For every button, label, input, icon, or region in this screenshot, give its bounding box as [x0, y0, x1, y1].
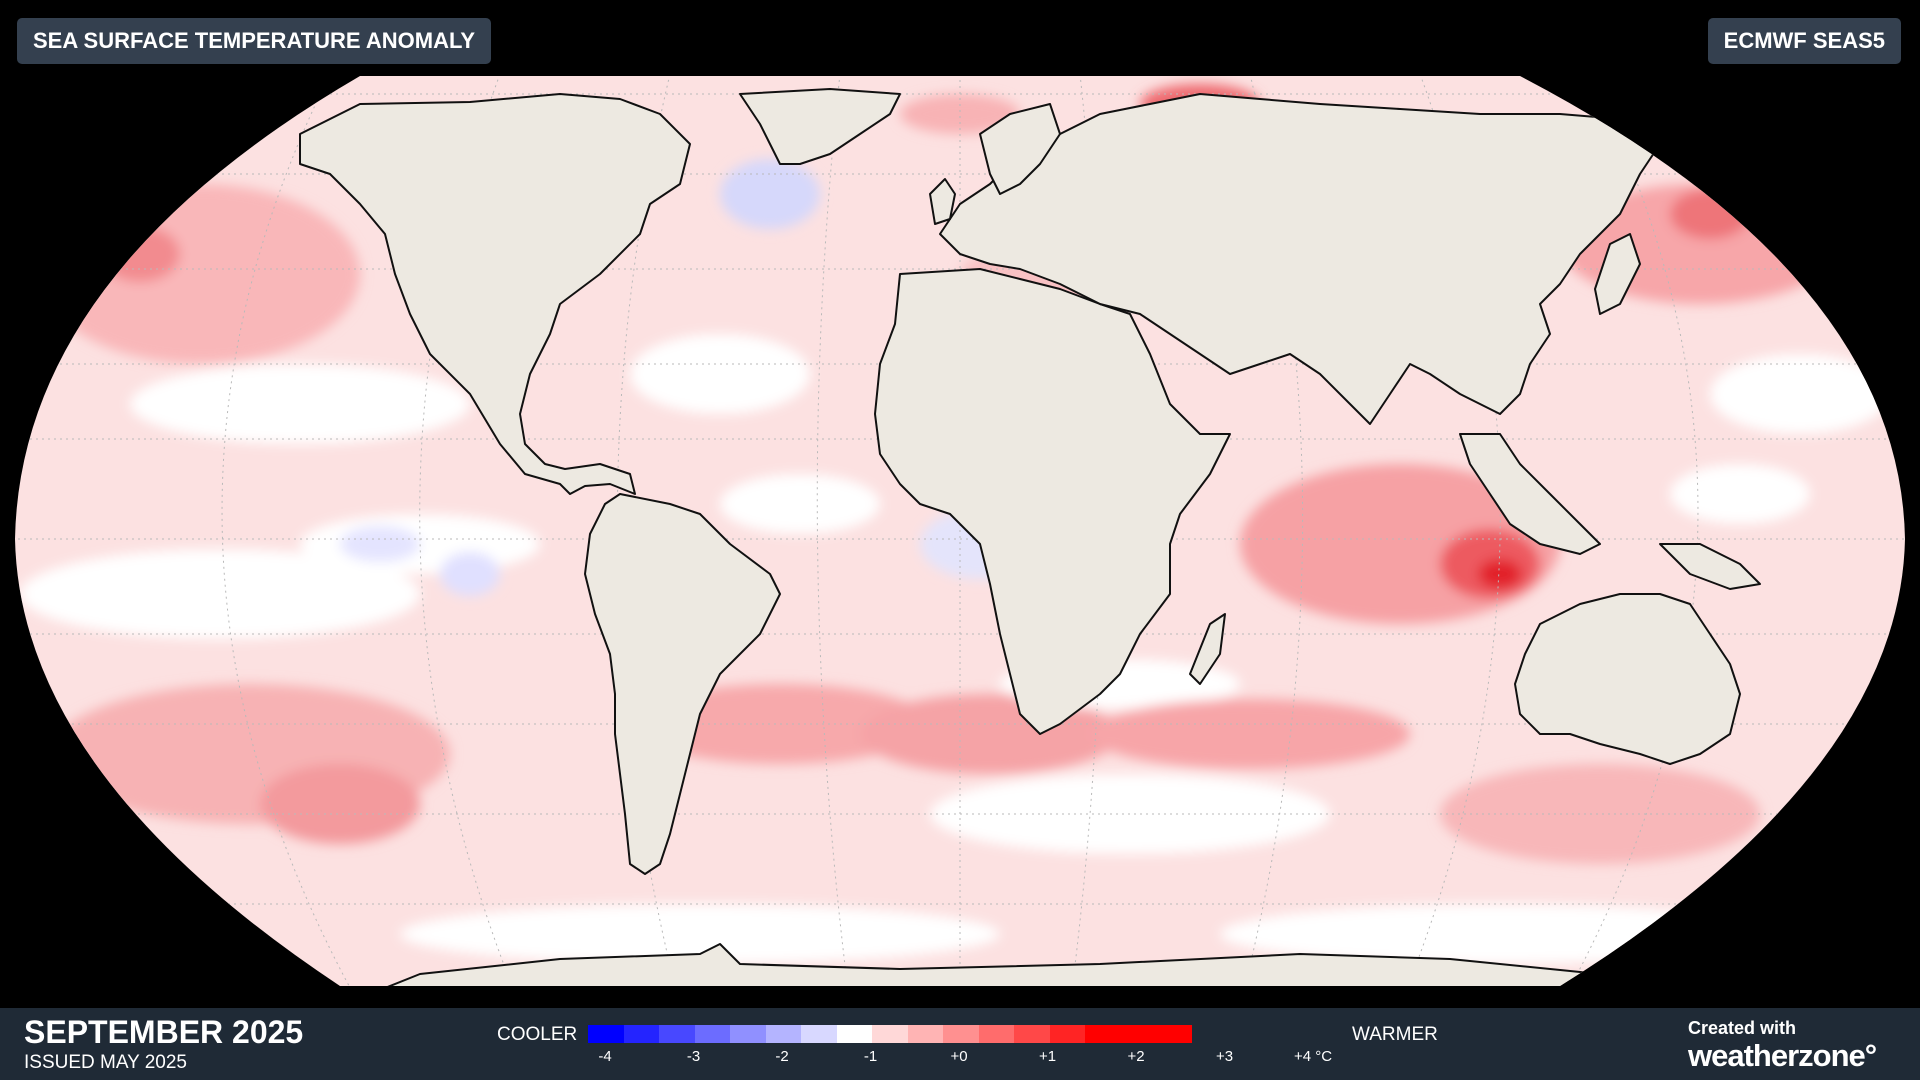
indochina-archipelago	[1459, 433, 1601, 555]
cooler-label: COOLER	[497, 1024, 578, 1045]
south-america	[584, 493, 781, 875]
tick-label: +0	[950, 1048, 968, 1065]
new-guinea	[1659, 543, 1761, 590]
weatherzone-logo: weatherzone°	[1688, 1038, 1877, 1074]
tick-label: +2	[1127, 1048, 1145, 1065]
color-swatch	[907, 1025, 943, 1043]
color-swatch	[872, 1025, 908, 1043]
tick-label: +3	[1215, 1048, 1234, 1065]
british-isles	[929, 178, 956, 225]
brand-part1: weather	[1688, 1038, 1799, 1073]
color-swatch	[943, 1025, 979, 1043]
color-swatch	[1049, 1025, 1085, 1043]
footer-bar: SEPTEMBER 2025 ISSUED MAY 2025 COOLER -4…	[0, 1008, 1920, 1080]
color-swatch	[801, 1025, 837, 1043]
color-swatch	[659, 1025, 695, 1043]
color-scale	[588, 1025, 1192, 1043]
color-swatch	[730, 1025, 766, 1043]
graticule	[15, 76, 1905, 986]
forecast-month: SEPTEMBER 2025	[24, 1014, 304, 1050]
australia	[1514, 593, 1741, 765]
map-title: SEA SURFACE TEMPERATURE ANOMALY	[17, 18, 492, 64]
created-with-label: Created with	[1688, 1018, 1797, 1038]
landmasses	[299, 88, 1761, 986]
model-badge: ECMWF SEAS5	[1707, 18, 1901, 64]
color-swatch	[694, 1025, 730, 1043]
tick-label: +1	[1038, 1048, 1057, 1065]
tick-label: +4 °C	[1293, 1048, 1333, 1065]
tick-label: -1	[863, 1048, 878, 1065]
greenland	[739, 88, 901, 165]
color-swatch	[1014, 1025, 1050, 1043]
eurasia	[939, 93, 1661, 425]
africa	[874, 268, 1231, 735]
color-swatch	[978, 1025, 1014, 1043]
tick-label: -2	[775, 1048, 789, 1065]
tick-label: -3	[686, 1048, 701, 1065]
north-america	[299, 93, 691, 495]
brand-part2: zone°	[1798, 1038, 1877, 1073]
madagascar	[1189, 613, 1226, 685]
tick-label: -4	[598, 1048, 612, 1065]
color-swatch	[1120, 1025, 1156, 1043]
warmer-label: WARMER	[1352, 1024, 1438, 1045]
color-scale-ticks: -4 -3 -2 -1 +0 +1 +2 +3 +4 °C	[588, 1048, 1333, 1068]
color-swatch	[1085, 1025, 1121, 1043]
color-swatch	[623, 1025, 659, 1043]
issued-date: ISSUED MAY 2025	[24, 1052, 187, 1073]
color-swatch	[1156, 1025, 1192, 1043]
color-swatch	[588, 1025, 624, 1043]
color-swatch	[765, 1025, 801, 1043]
world-map	[15, 76, 1905, 986]
color-swatch	[836, 1025, 872, 1043]
scandinavia	[979, 103, 1061, 195]
japan	[1594, 233, 1641, 315]
